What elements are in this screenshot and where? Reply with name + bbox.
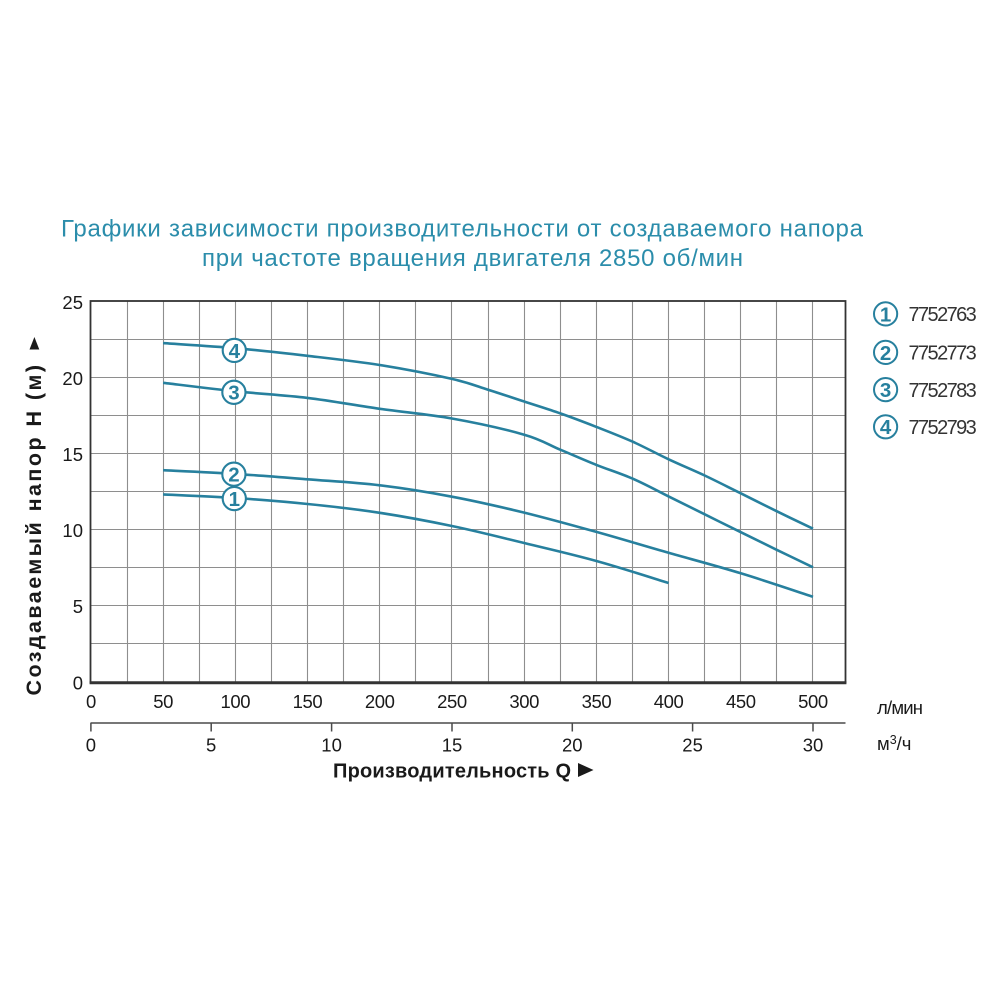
svg-text:100: 100 (220, 691, 250, 712)
svg-text:4: 4 (229, 340, 241, 363)
svg-text:10: 10 (62, 520, 83, 541)
svg-text:0: 0 (86, 735, 96, 756)
svg-text:2: 2 (880, 342, 891, 365)
svg-text:1: 1 (880, 303, 891, 326)
svg-text:0: 0 (86, 691, 96, 712)
svg-text:7752773: 7752773 (909, 343, 977, 365)
svg-text:0: 0 (73, 672, 83, 693)
svg-text:5: 5 (206, 735, 216, 756)
svg-text:500: 500 (798, 691, 828, 712)
svg-text:1: 1 (229, 488, 240, 511)
svg-text:50: 50 (153, 691, 173, 712)
svg-text:Производительность Q: Производительность Q (333, 761, 571, 783)
svg-text:15: 15 (442, 735, 463, 756)
svg-text:4: 4 (880, 416, 892, 439)
svg-text:м3/ч: м3/ч (877, 733, 911, 754)
svg-text:150: 150 (293, 691, 323, 712)
svg-text:5: 5 (73, 596, 83, 617)
svg-text:7752763: 7752763 (909, 304, 977, 326)
svg-text:20: 20 (562, 735, 583, 756)
svg-text:7752793: 7752793 (909, 417, 977, 439)
svg-text:при частоте вращения двигателя: при частоте вращения двигателя 2850 об/м… (202, 245, 743, 272)
svg-text:200: 200 (365, 691, 395, 712)
svg-text:450: 450 (726, 691, 756, 712)
svg-text:350: 350 (582, 691, 612, 712)
svg-text:3: 3 (880, 379, 891, 402)
svg-text:7752783: 7752783 (909, 380, 977, 402)
svg-text:10: 10 (321, 735, 342, 756)
svg-text:Графики зависимости производит: Графики зависимости производительности о… (61, 216, 864, 243)
svg-text:л/мин: л/мин (877, 697, 922, 718)
svg-text:Создаваемый напор Н (м): Создаваемый напор Н (м) (22, 363, 46, 696)
svg-text:300: 300 (509, 691, 539, 712)
svg-text:3: 3 (228, 382, 239, 405)
svg-text:20: 20 (62, 368, 83, 389)
svg-text:30: 30 (803, 735, 824, 756)
svg-text:250: 250 (437, 691, 467, 712)
svg-text:25: 25 (62, 292, 83, 313)
svg-text:2: 2 (228, 464, 239, 487)
svg-text:25: 25 (682, 735, 703, 756)
svg-text:15: 15 (62, 444, 83, 465)
svg-text:400: 400 (654, 691, 684, 712)
